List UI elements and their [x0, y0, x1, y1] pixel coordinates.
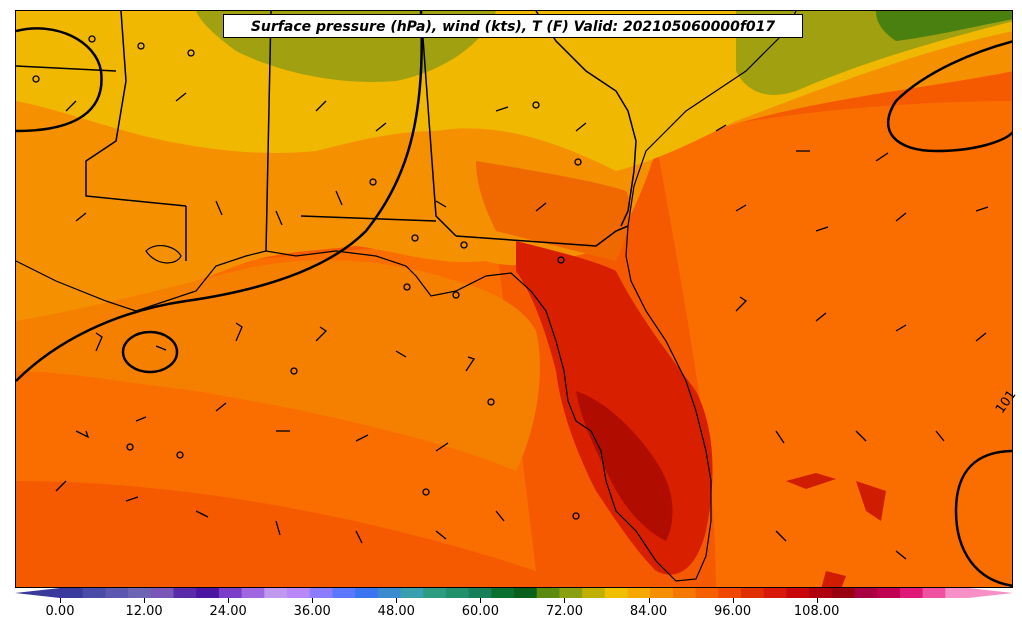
colorbar-swatch [82, 588, 106, 598]
colorbar-tick [312, 598, 314, 603]
colorbar-tick [228, 598, 230, 603]
state-boundaries [16, 11, 637, 261]
coastline [16, 11, 797, 582]
colorbar-swatch [582, 588, 606, 598]
colorbar-min-arrow [15, 588, 60, 598]
colorbar-tick-label: 36.00 [293, 604, 331, 619]
colorbar-swatch [763, 588, 787, 598]
colorbar-tick-label: 108.00 [793, 604, 840, 619]
shelf-fill [16, 260, 540, 471]
colorbar-swatch [377, 588, 401, 598]
colorbar-tick [816, 598, 818, 603]
colorbar [15, 588, 1013, 598]
colorbar-swatch [423, 588, 447, 598]
colorbar-swatch [831, 588, 855, 598]
colorbar-tick [732, 598, 734, 603]
florida-hottest [576, 391, 673, 541]
colorbar-swatch [922, 588, 946, 598]
colorbar-swatch [695, 588, 719, 598]
colorbar-tick [396, 598, 398, 603]
colorbar-swatch [514, 588, 538, 598]
colorbar-swatch [309, 588, 333, 598]
colorbar-tick [144, 598, 146, 603]
colorbar-swatch [854, 588, 878, 598]
colorbar-swatch [809, 588, 833, 598]
colorbar-swatch [400, 588, 424, 598]
colorbar-swatch [264, 588, 288, 598]
colorbar-swatch [60, 588, 84, 598]
colorbar-swatch [468, 588, 492, 598]
colorbar-tick [480, 598, 482, 603]
colorbar-tick [564, 598, 566, 603]
colorbar-swatch [196, 588, 220, 598]
colorbar-swatch [128, 588, 152, 598]
colorbar-labels: 0.00 12.00 24.00 36.00 48.00 60.00 72.00 84.00 9… [0, 604, 1022, 624]
colorbar-tick-label: 84.00 [629, 604, 668, 619]
colorbar-tick-label: 48.00 [377, 604, 415, 619]
isobars [16, 11, 1012, 587]
colorbar-swatch [877, 588, 901, 598]
calm-wind-markers [32, 35, 582, 520]
temperature-map [16, 11, 1012, 587]
colorbar-swatch [491, 588, 515, 598]
dark-green-patch [876, 11, 1012, 41]
colorbar-swatch [899, 588, 924, 598]
colorbar-swatch [287, 588, 311, 598]
colorbar-swatch [741, 588, 765, 598]
map-title: Surface pressure (hPa), wind (kts), T (F… [223, 14, 803, 38]
colorbar-tick [60, 598, 61, 603]
colorbar-tick-label: 72.00 [545, 604, 584, 619]
colorbar-tick-label: 60.00 [461, 604, 499, 619]
colorbar-swatch [173, 588, 197, 598]
colorbar-swatch [786, 588, 810, 598]
atlantic-fill [656, 101, 1012, 587]
colorbar-swatch [536, 588, 560, 598]
colorbar-max-arrow [968, 588, 1013, 598]
colorbar-swatch [672, 588, 697, 598]
colorbar-swatch [332, 588, 356, 598]
colorbar-swatch [650, 588, 674, 598]
colorbar-swatch [627, 588, 651, 598]
colorbar-tick-label: 96.00 [713, 604, 752, 619]
colorbar-swatch [718, 588, 742, 598]
wind-barbs [55, 92, 989, 560]
colorbar-swatch [559, 588, 583, 598]
colorbar-swatch [241, 588, 265, 598]
colorbar-swatch [218, 588, 243, 598]
colorbar-swatch [355, 588, 379, 598]
colorbar-tick [648, 598, 650, 603]
bahamas [786, 473, 886, 587]
colorbar-swatch [445, 588, 470, 598]
colorbar-swatch [604, 588, 628, 598]
colorbar-tick-label: 24.00 [209, 604, 247, 619]
colorbar-tick-label: 0.00 [45, 604, 75, 619]
colorbar-tick-label: 12.00 [125, 604, 163, 619]
map-panel [15, 10, 1013, 588]
georgia-hot [476, 161, 631, 261]
colorbar-swatch [105, 588, 129, 598]
colorbar-swatch [150, 588, 174, 598]
colorbar-swatch [945, 588, 969, 598]
